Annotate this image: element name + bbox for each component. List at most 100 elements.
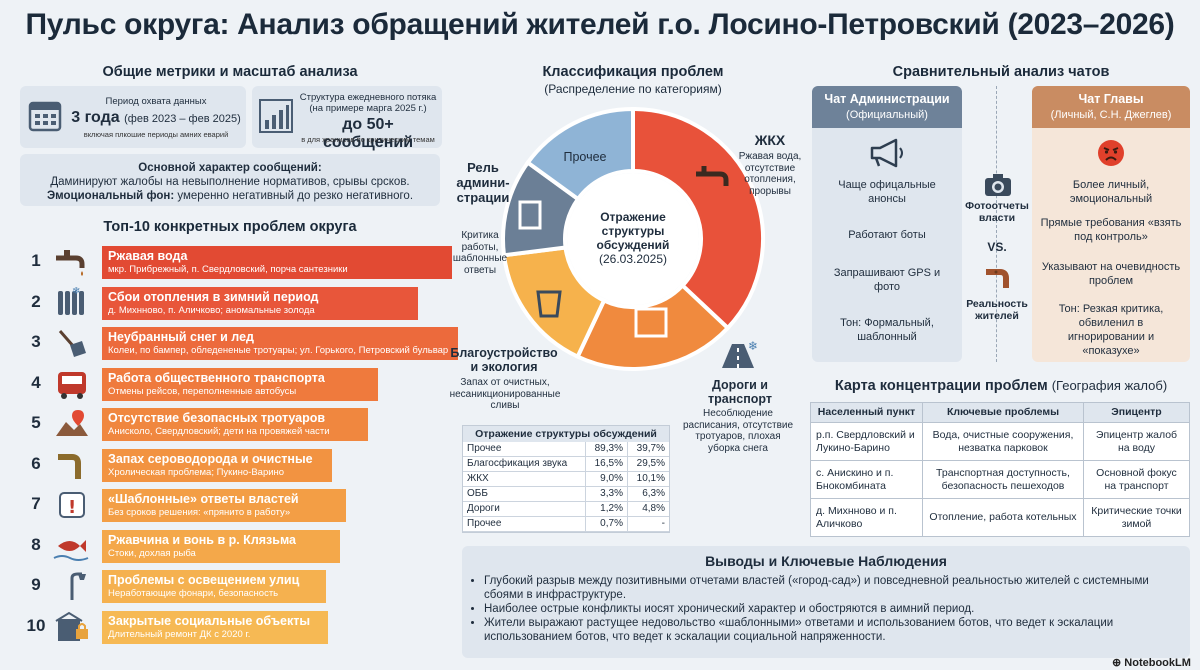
problem-row: 8 Ржавчина и вонь в р. Клязьма Стоки, дохл… — [20, 528, 440, 566]
bus-icon — [58, 371, 86, 399]
geo-table: Населенный пункт Ключевые проблемы Эпице… — [810, 402, 1190, 537]
problem-title: Неубранный снег и лед — [108, 330, 254, 344]
blago-desc-1: Запах от очистных, — [460, 377, 550, 388]
problem-rank: 2 — [31, 291, 41, 311]
structure-table-row: Благосфикация звука 16,5% 29,5% — [463, 456, 669, 472]
problem-bar: Закрытые социальные объекты Длительный ре… — [102, 610, 328, 644]
problem-bar: Проблемы с освещением улиц Неработающие ф… — [102, 570, 326, 603]
admin-chat-panel: Чат Администрации (Официальный) Чаще офи… — [812, 86, 962, 362]
roads-title: Дороги и транспорт — [690, 378, 790, 406]
daily-card: Структура ежедневного потяка (на примере… — [252, 86, 442, 151]
problem-title: Ржавчина и вонь в р. Клязьма — [108, 532, 296, 547]
daily-value: до 50+ сообщений — [322, 116, 414, 151]
problem-rank: 6 — [31, 453, 41, 473]
geo-heading-line: Карта концентрации проблем (География жа… — [812, 378, 1190, 394]
svg-text:❄: ❄ — [748, 339, 758, 353]
problem-row: 9 Проблемы с освещением улиц Неработающие … — [20, 568, 440, 606]
warning-icon: ! — [59, 492, 85, 518]
problem-title: Ржавая вода — [108, 249, 188, 263]
camera-icon — [985, 174, 1011, 196]
period-card: Период охвата данных 3 года (фев 2023 – … — [20, 86, 246, 148]
geo-cell: д. Михнново и п. Аличково — [810, 498, 923, 537]
problem-title: Закрытые социальные объекты — [108, 613, 311, 628]
classification-heading: Классификация проблем — [542, 64, 724, 80]
structure-table-row: Прочее 0,7% - — [463, 516, 669, 532]
angry-face-icon — [1098, 140, 1124, 166]
roads-desc-1: Несоблюдение — [703, 408, 773, 419]
map-pin-icon — [56, 410, 88, 436]
structure-row-b: 29,5% — [626, 456, 669, 472]
admin-chat-item-2: Работают боты — [848, 229, 926, 241]
bus-slice-icon — [634, 307, 668, 338]
pipe-icon — [58, 453, 81, 479]
calendar-icon — [28, 101, 62, 132]
daily-label-1: Структура ежедневного потяка — [299, 92, 437, 103]
svg-text:!: ! — [68, 497, 76, 518]
character-card: Основной характер сообщений: Даминируют … — [20, 154, 440, 206]
problem-bar: Сбои отопления в зимний период д. Михннов… — [102, 286, 418, 320]
daily-label-2: (на примере марга 2025 г.) — [309, 103, 427, 114]
top10-heading: Топ-10 конкретных проблем округа — [103, 219, 357, 235]
problem-bar: Запах сероводорода и очистные Хролическая… — [102, 448, 332, 482]
problem-rank: 1 — [31, 251, 41, 270]
problem-row: 7! «Шаблонные» ответы властей Без сроков р… — [20, 487, 440, 525]
admin-title: Рель админи- страции — [448, 160, 518, 205]
geo-table-row: с. Анискино и п. Бнокомбината Транспортна… — [810, 460, 1190, 499]
problem-row: 5 Отсутствие безопасных тротуаров Анисколо… — [20, 406, 440, 444]
blago-desc: Запах от очистных, несаникционированные … — [440, 377, 570, 412]
structure-table: Прочее 89,3% 39,7% Благосфикация звука 16,5%… — [463, 442, 669, 532]
geo-cell: р.п. Свердловский и Лукино-Барино — [810, 422, 923, 461]
donut-slice-5 — [525, 106, 635, 202]
head-chat-header: Чат Главы (Личный, С.Н. Джеглев) — [1032, 86, 1190, 128]
admin-chat-sub: (Официальный) — [846, 109, 928, 121]
problem-row: 4 Работа общественного транспорта Отмены р… — [20, 366, 440, 404]
structure-row-a: 89,3% — [584, 442, 628, 457]
prochee-label: Прочее — [563, 150, 607, 164]
problem-bar: Работа общественного транспорта Отмены ре… — [102, 367, 378, 401]
blago-title-2: и экология — [470, 360, 538, 374]
problem-rank: 7 — [31, 494, 41, 513]
roads-desc: Несоблюдение расписания, отсутствие трот… — [676, 408, 800, 454]
admin-title-3: страции — [456, 190, 510, 205]
classification-subheading: (Распределение по категориям) — [544, 82, 722, 96]
admin-chat-title: Чат Администрации — [824, 92, 950, 106]
document-slice-icon — [518, 200, 542, 230]
conclusions-list: Глубокий разрыв между позитивными отчета… — [462, 574, 1190, 644]
blago-desc-2: несаникционированные — [449, 388, 561, 400]
structure-row-b: 4,8% — [626, 501, 669, 517]
blago-title-1: Благоустройство — [450, 346, 558, 360]
svg-text:❄: ❄ — [72, 287, 80, 297]
period-value-line: 3 года (фев 2023 – фев 2025) — [68, 109, 244, 127]
problem-rank: 4 — [31, 372, 41, 392]
problem-title: «Шаблонные» ответы властей — [108, 492, 299, 506]
admin-chat-item-1: Чаще офицальные анонсы — [838, 179, 936, 205]
structure-row-name: Дороги — [463, 501, 586, 517]
roads-desc-4: уборка снега — [708, 442, 768, 454]
structure-table-heading: Отражение структуры обсуждений — [463, 426, 669, 442]
problem-rank: 8 — [31, 534, 41, 554]
chats-heading: Сравнительный анализ чатов — [892, 64, 1110, 80]
head-chat-item-1: Более личный, эмоциональный — [1069, 179, 1153, 205]
admin-desc-4: ответы — [463, 264, 497, 276]
road-snow-icon: ❄ — [722, 339, 758, 368]
problem-bar: Неубранный снег и лед Колеи, по бампер, о… — [102, 327, 458, 360]
period-label: Период охвата данных — [105, 96, 207, 107]
donut-center-label: Отражение структуры обсуждений (26.03.20… — [563, 210, 703, 266]
admin-desc-3: шаблонные — [452, 253, 508, 264]
structure-row-b: 39,7% — [626, 442, 669, 457]
structure-row-name: Прочее — [463, 516, 586, 532]
daily-note: в для хранисов по критическим темам — [301, 135, 435, 144]
radiator-icon: ❄ — [58, 287, 84, 315]
problem-desc: Анисколо, Свердловский; дети на провяжей… — [108, 426, 330, 437]
problem-bar: Ржавая вода мкр. Прибрежный, п. Свердловс… — [102, 246, 452, 279]
head-chat-item-3: Указывают на очевидность проблем — [1041, 261, 1181, 287]
classification-donut-chart — [501, 106, 765, 371]
problem-desc: Без сроков решения: «прянито в работу» — [108, 507, 291, 518]
problem-row: 1 Ржавая вода мкр. Прибрежный, п. Свердлов… — [20, 244, 452, 282]
problem-desc: Стоки, дохлая рыба — [108, 547, 196, 559]
shovel-icon — [58, 330, 86, 357]
structure-row-a: 16,5% — [584, 456, 628, 472]
problem-desc: д. Михнново, п. Аличково; аномальные зол… — [108, 304, 315, 316]
structure-row-name: ЖКХ — [463, 471, 586, 487]
bar-chart-icon — [259, 99, 293, 133]
